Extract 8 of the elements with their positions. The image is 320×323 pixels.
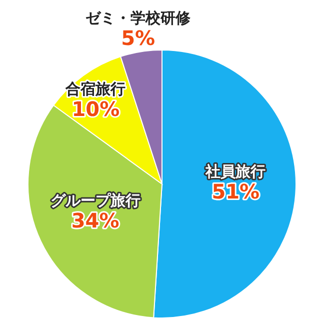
slice-label: グループ旅行 — [50, 191, 140, 210]
slice-label: 社員旅行 — [204, 162, 266, 180]
data-label: 5% — [121, 26, 156, 50]
data-label: 10% — [72, 96, 120, 121]
data-label: 51% — [212, 179, 260, 204]
slice-label: ゼミ・学校研修 — [86, 9, 192, 28]
data-label: 34% — [71, 208, 120, 232]
slice-label: 合宿旅行 — [64, 80, 126, 98]
